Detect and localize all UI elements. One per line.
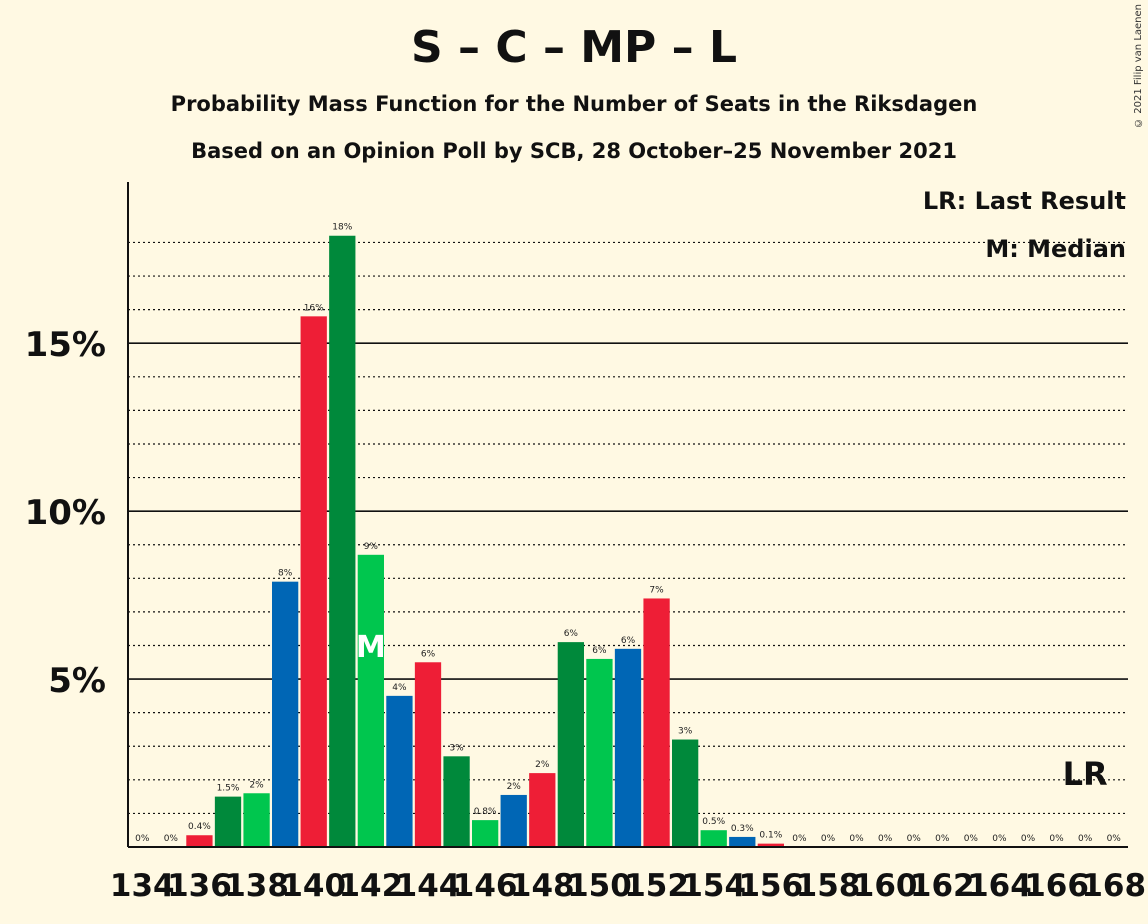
data-label: 0% [792,834,807,844]
data-label: 0.5% [702,817,725,827]
x-tick-label: 146 [453,868,518,904]
data-label: 18% [332,223,352,233]
data-label: 1.5% [217,784,240,794]
bar-seat-146 [472,820,499,847]
y-tick-label: 15% [25,325,106,365]
data-label: 0.8% [474,807,497,817]
x-tick-label: 138 [224,868,289,904]
median-marker: M [356,630,386,665]
data-label: 0% [1049,834,1064,844]
bar-seat-139 [272,581,299,847]
chart-subtitle: Probability Mass Function for the Number… [170,92,978,116]
data-label: 0% [1107,834,1122,844]
bar-seat-140 [300,316,327,847]
data-label: 9% [364,542,379,552]
x-tick-label: 156 [738,868,803,904]
data-label: 0% [964,834,979,844]
x-tick-label: 142 [338,868,403,904]
bar-seat-155 [729,836,756,847]
x-tick-label: 144 [396,868,461,904]
data-label: 2% [535,760,550,770]
last-result-marker: LR [1063,755,1108,793]
legend-last-result: LR: Last Result [923,187,1126,215]
data-label: 0% [992,834,1007,844]
bar-seat-152 [643,598,670,847]
x-tick-label: 134 [110,868,175,904]
bar-seat-143 [386,695,413,847]
bar-seat-149 [557,642,584,847]
data-label: 0% [849,834,864,844]
bar-seat-142 [357,554,384,847]
bar-seat-144 [414,662,442,847]
data-label: 6% [592,646,607,656]
chart-source: Based on an Opinion Poll by SCB, 28 Octo… [191,139,957,163]
bar-seat-138 [243,793,270,847]
x-tick-label: 136 [167,868,232,904]
bar-seat-137 [214,796,242,847]
data-label: 0% [135,834,150,844]
x-tick-label: 168 [1081,868,1146,904]
x-tick-label: 140 [281,868,346,904]
bar-seat-145 [443,756,470,847]
data-label: 4% [392,683,407,693]
legend-median: M: Median [985,235,1126,263]
x-tick-label: 152 [624,868,689,904]
bar-seat-148 [529,773,556,847]
bar-seat-156 [757,843,784,847]
x-tick-label: 150 [567,868,632,904]
x-tick-label: 148 [510,868,575,904]
data-label: 2% [249,780,264,790]
bar-seat-147 [500,794,527,847]
bar-seat-141 [329,235,356,848]
bar-seat-154 [700,830,727,847]
x-tick-label: 164 [967,868,1032,904]
data-label: 2% [507,782,522,792]
bar-seat-136 [186,835,213,847]
x-tick-label: 160 [853,868,918,904]
data-label: 6% [621,636,636,646]
data-label: 8% [278,569,293,579]
data-label: 0% [935,834,950,844]
data-label: 3% [449,743,464,753]
data-label: 16% [304,303,324,313]
x-tick-label: 154 [681,868,746,904]
data-label: 0.4% [188,822,211,832]
data-label: 0% [164,834,179,844]
y-tick-label: 10% [25,493,106,533]
data-label: 0% [1021,834,1036,844]
data-label: 7% [649,585,664,595]
data-label: 0% [1078,834,1093,844]
x-tick-label: 166 [1024,868,1089,904]
data-label: 6% [564,629,579,639]
bar-seat-150 [586,658,613,847]
data-label: 3% [678,727,693,737]
bar-seat-153 [672,739,699,847]
data-label: 0% [821,834,836,844]
y-tick-label: 5% [48,661,106,701]
data-label: 0% [878,834,893,844]
x-tick-label: 158 [796,868,861,904]
data-label: 6% [421,649,436,659]
chart-title: S – C – MP – L [411,22,737,73]
data-label: 0% [907,834,922,844]
data-label: 0.1% [759,831,782,841]
bar-seat-151 [614,648,642,847]
x-tick-label: 162 [910,868,975,904]
data-label: 0.3% [731,824,754,834]
